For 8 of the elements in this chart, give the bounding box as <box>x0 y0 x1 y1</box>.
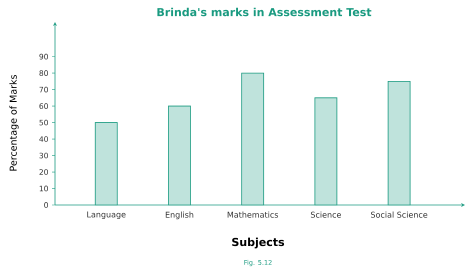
x-tick-label: Social Science <box>371 212 428 218</box>
x-tick-label: English <box>166 212 194 220</box>
x-tick-label: Science <box>310 212 341 218</box>
chart-title: Brinda's marks in Assessment Test <box>157 8 372 16</box>
x-tick-label: Language <box>87 212 126 220</box>
x-axis-title: Subjects <box>232 238 284 248</box>
y-axis-title: Percentage of Marks <box>9 74 19 171</box>
x-tick-label: Mathematics <box>228 212 278 218</box>
